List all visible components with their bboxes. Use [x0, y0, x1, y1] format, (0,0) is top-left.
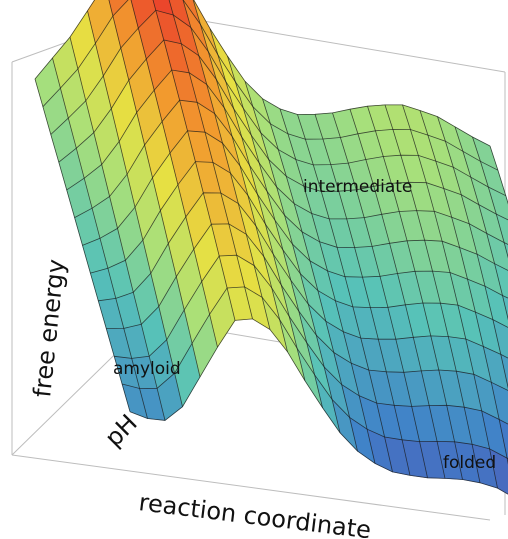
- mesh-line: [244, 81, 341, 433]
- mesh-line: [437, 116, 508, 390]
- mesh-line: [227, 55, 323, 408]
- mesh-line: [69, 37, 166, 421]
- mesh-line: [279, 108, 376, 464]
- mesh-line: [332, 112, 428, 478]
- y-axis-label: pH: [99, 409, 142, 452]
- mesh-line: [314, 114, 411, 476]
- mesh-line: [472, 136, 508, 259]
- surface-mesh: [34, 0, 508, 495]
- mesh-line: [192, 0, 288, 352]
- x-axis-label: reaction coordinate: [137, 488, 372, 539]
- mesh-line: [34, 78, 131, 412]
- box-edge: [149, 11, 506, 73]
- mesh-line: [168, 0, 253, 319]
- annotation-intermediate: intermediate: [303, 177, 412, 197]
- annotation-folded: folded: [443, 453, 496, 473]
- mesh-line: [297, 114, 393, 472]
- mesh-line: [402, 104, 498, 489]
- mesh-line: [489, 145, 508, 205]
- z-axis-label: free energy: [28, 258, 70, 399]
- mesh-line: [419, 110, 508, 465]
- mesh-line: [108, 0, 201, 377]
- mesh-line: [209, 28, 306, 381]
- mesh-line: [384, 104, 481, 483]
- mesh-line: [367, 106, 463, 480]
- mesh-line: [454, 126, 508, 321]
- mesh-line: [262, 98, 358, 452]
- annotation-amyloid: amyloid: [113, 359, 181, 379]
- mesh-line: [182, 0, 271, 330]
- box-edge: [11, 454, 491, 521]
- mesh-line: [87, 10, 183, 407]
- mesh-line: [349, 109, 446, 479]
- mesh-line: [52, 57, 148, 419]
- mesh-line: [130, 0, 218, 348]
- mesh-line: [152, 0, 236, 321]
